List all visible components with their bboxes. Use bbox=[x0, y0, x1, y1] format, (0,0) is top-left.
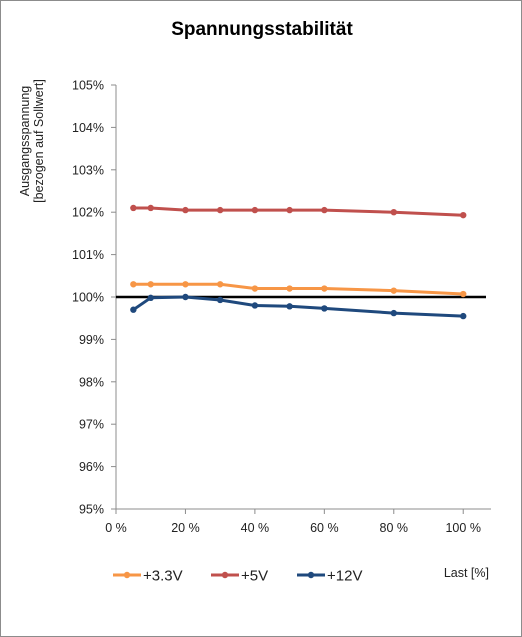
series-layer bbox=[130, 204, 467, 320]
series-5v bbox=[130, 204, 467, 219]
data-point bbox=[460, 290, 467, 298]
data-point bbox=[390, 287, 397, 294]
y-tick-label: 95% bbox=[79, 503, 104, 517]
y-tick-label: 103% bbox=[72, 163, 104, 177]
data-point bbox=[286, 285, 293, 292]
data-point bbox=[286, 303, 293, 310]
x-tick-label: 80 % bbox=[380, 521, 409, 535]
series-12v bbox=[130, 293, 467, 320]
data-point bbox=[130, 281, 137, 288]
data-point bbox=[147, 294, 154, 302]
data-point bbox=[216, 281, 224, 288]
data-point bbox=[251, 285, 259, 292]
data-point bbox=[321, 305, 328, 312]
legend-swatch-marker bbox=[307, 571, 315, 579]
y-tick-label: 102% bbox=[72, 206, 104, 220]
data-point bbox=[182, 293, 189, 301]
data-point bbox=[460, 312, 467, 320]
y-tick-label: 104% bbox=[72, 121, 104, 135]
x-tick-label: 20 % bbox=[171, 521, 200, 535]
x-tick-label: 100 % bbox=[445, 521, 480, 535]
y-axis-label-line-2: [bezogen auf Sollwert] bbox=[32, 79, 46, 203]
y-tick-label: 101% bbox=[72, 248, 104, 262]
legend-label: +5V bbox=[241, 568, 268, 585]
y-tick-label: 98% bbox=[79, 375, 104, 389]
legend-item: +3.3V bbox=[113, 568, 183, 585]
legend-label: +3.3V bbox=[143, 568, 183, 585]
data-point bbox=[130, 204, 137, 212]
data-point bbox=[321, 206, 328, 214]
series-33v bbox=[130, 281, 467, 298]
data-point bbox=[182, 206, 189, 214]
chart-title: Spannungsstabilität bbox=[171, 19, 353, 40]
legend-swatch-marker bbox=[123, 571, 131, 579]
x-tick-label: 40 % bbox=[241, 521, 270, 535]
x-tick-labels: 0 % 20 % 40 % 60 % 80 % 100 % bbox=[105, 521, 481, 535]
axes bbox=[111, 84, 491, 514]
y-tick-label: 105% bbox=[72, 79, 104, 93]
x-axis-label: Last [%] bbox=[444, 566, 489, 580]
y-tick-label: 99% bbox=[79, 333, 104, 347]
legend-label: +12V bbox=[327, 568, 362, 585]
x-tick-label: 60 % bbox=[310, 521, 339, 535]
data-point bbox=[390, 309, 397, 317]
y-tick-label: 100% bbox=[72, 291, 104, 305]
data-point bbox=[147, 204, 154, 212]
data-point bbox=[182, 281, 189, 288]
data-point bbox=[147, 281, 154, 288]
data-point bbox=[286, 206, 293, 214]
data-point bbox=[216, 206, 224, 214]
y-tick-label: 97% bbox=[79, 418, 104, 432]
data-point bbox=[216, 296, 224, 304]
legend: +3.3V +5V +12V bbox=[113, 568, 362, 585]
data-point bbox=[460, 211, 467, 219]
y-axis-label-line-1: Ausgangsspannung bbox=[18, 86, 32, 197]
data-point bbox=[251, 302, 259, 309]
legend-item: +5V bbox=[211, 568, 268, 585]
data-point bbox=[390, 209, 397, 216]
data-point bbox=[130, 306, 137, 313]
y-tick-labels: 95% 96% 97% 98% 99% 100% 101% 102% 103% 104% 105% bbox=[72, 79, 104, 517]
legend-swatch-marker bbox=[221, 571, 229, 579]
y-axis-label: Ausgangsspannung [bezogen auf Sollwert] bbox=[18, 79, 46, 203]
y-tick-label: 96% bbox=[79, 460, 104, 474]
data-point bbox=[251, 206, 259, 214]
data-point bbox=[321, 285, 328, 292]
legend-item: +12V bbox=[297, 568, 362, 585]
x-tick-label: 0 % bbox=[105, 521, 127, 535]
series-line bbox=[132, 295, 464, 318]
